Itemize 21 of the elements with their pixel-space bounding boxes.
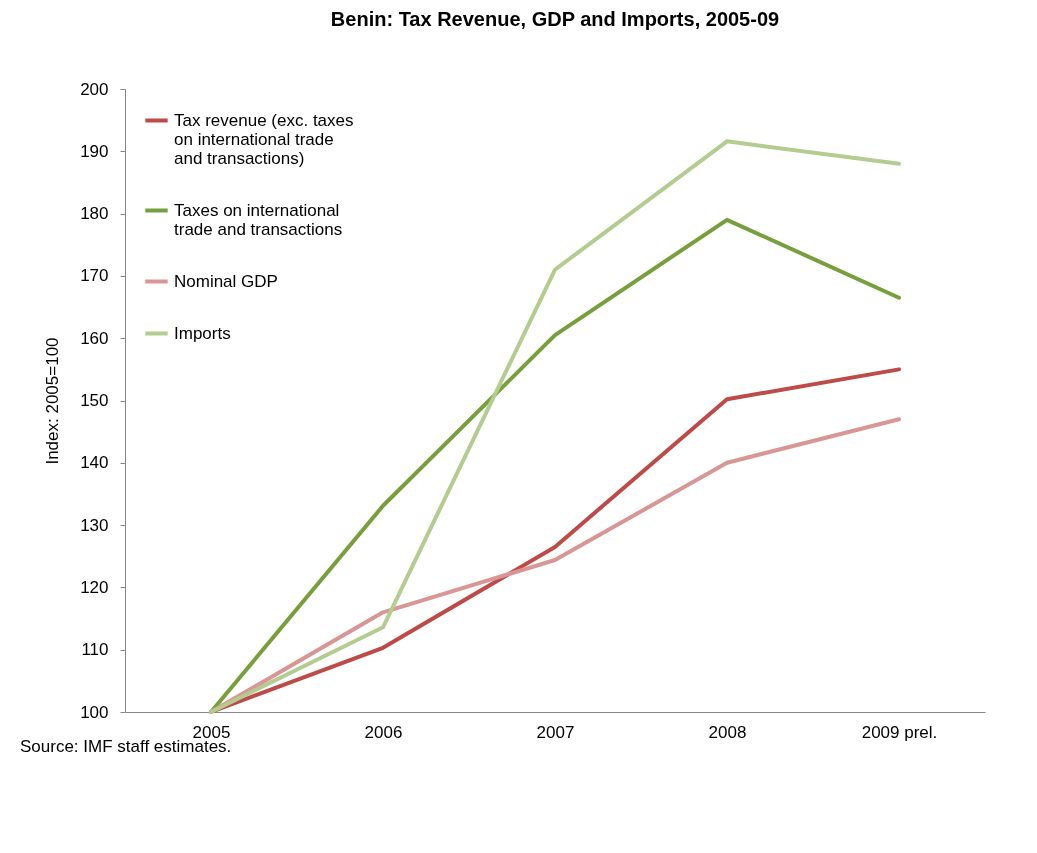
y-tick-label: 110 (81, 640, 109, 660)
y-tick-label: 160 (80, 328, 109, 348)
chart-title: Benin: Tax Revenue, GDP and Imports, 2005-09 (330, 8, 780, 30)
y-tick-label: 170 (80, 266, 109, 286)
y-tick-label: 100 (80, 702, 109, 722)
y-tick-label: 130 (80, 515, 109, 535)
legend-label: Nominal GDP (174, 271, 278, 291)
legend-label: Taxes on international trade and transactions (174, 200, 343, 239)
y-tick-label: 140 (80, 453, 109, 473)
y-tick-label: 200 (80, 79, 109, 99)
legend-label: Imports (174, 323, 231, 343)
x-tick-label: 2006 (364, 722, 403, 742)
y-tick-label: 150 (80, 391, 109, 410)
y-tick-label: 190 (80, 141, 109, 161)
x-tick-label: 2009 prel. (861, 722, 938, 742)
legend-label: Tax revenue (exc. taxes on international trade and transactions) (174, 110, 354, 168)
y-axis-title: Index: 2005=100 (43, 337, 63, 465)
y-tick-label: 180 (80, 204, 109, 224)
x-tick-label: 2007 (536, 722, 575, 742)
y-tick-label: 120 (80, 577, 109, 597)
x-tick-label: 2008 (708, 722, 747, 742)
